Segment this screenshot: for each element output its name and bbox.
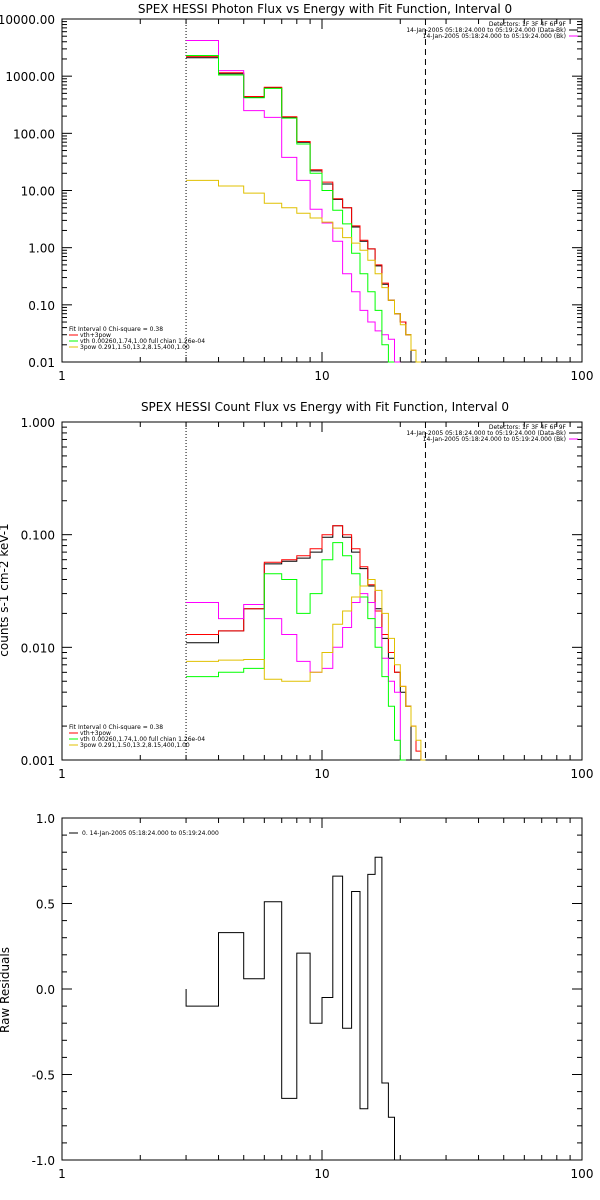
legend-entry: 3pow 0.291,1.50,13.2,8.15,400,1.00 — [80, 344, 190, 351]
series-red — [186, 56, 421, 363]
x-tick-label: 10 — [314, 1167, 329, 1181]
legend-entry: Fit Interval 0 Chi-square = 0.38 — [69, 326, 163, 333]
series-magenta — [186, 40, 401, 363]
series-green — [186, 542, 406, 761]
y-tick-label: 0.010 — [21, 641, 55, 655]
series-black — [186, 525, 412, 760]
y-tick-label: 10000.00 — [0, 13, 55, 27]
y-tick-label: 1000.00 — [5, 70, 55, 84]
series-black — [186, 57, 412, 362]
x-tick-label: 100 — [571, 1167, 594, 1181]
x-tick-label: 1 — [58, 369, 66, 383]
photon-flux-panel: SPEX HESSI Photon Flux vs Energy with Fi… — [0, 2, 593, 383]
x-tick-label: 100 — [571, 369, 594, 383]
y-tick-label: 0.01 — [28, 356, 55, 370]
series-yellow — [186, 579, 426, 761]
series-red — [186, 525, 422, 760]
y-tick-label: 0.0 — [36, 983, 55, 997]
series-yellow — [186, 179, 421, 363]
residuals-panel: Raw Residuals 1 10 100 -1.0 -0.5 0.0 0.5 1.0 0. … — [0, 812, 593, 1181]
plot-frame — [61, 817, 583, 1161]
y-tick-label: -0.5 — [32, 1069, 55, 1083]
y-tick-label: 0.001 — [21, 754, 55, 768]
info-line: Detectors: 1F 3F 4F 6F 9F — [489, 21, 567, 28]
info-line: Detectors: 1F 3F 4F 6F 9F — [489, 424, 567, 431]
legend-entry: vth+3pow — [80, 332, 111, 339]
info-line: 14-Jan-2005 05:18:24.000 to 05:19:24.000… — [406, 430, 566, 437]
x-tick-label: 1 — [58, 1167, 66, 1181]
residuals-y-label: Raw Residuals — [0, 947, 12, 1033]
photon-flux-title: SPEX HESSI Photon Flux vs Energy with Fi… — [138, 2, 512, 16]
count-flux-panel: SPEX HESSI Count Flux vs Energy with Fit… — [0, 400, 593, 781]
legend-entry: vth 0.00260,1.74,1.00 full chian 1.26e-0… — [80, 338, 205, 345]
x-tick-label: 100 — [571, 767, 594, 781]
y-tick-label: 0.10 — [28, 299, 55, 313]
y-tick-label: 1.0 — [36, 812, 55, 826]
legend-entry: Fit Interval 0 Chi-square = 0.38 — [69, 724, 163, 731]
legend-entry: vth+3pow — [80, 730, 111, 737]
series-green — [186, 55, 395, 363]
y-tick-label: 1.00 — [28, 242, 55, 256]
count-flux-y-label: counts s-1 cm-2 keV-1 — [0, 523, 11, 656]
x-tick-label: 1 — [58, 767, 66, 781]
x-tick-label: 10 — [314, 369, 329, 383]
info-line: 14-Jan-2005 05:18:24.000 to 05:19:24.000… — [423, 33, 566, 40]
y-tick-label: 0.100 — [21, 529, 55, 543]
legend-entry: 3pow 0.291,1.50,13.2,8.15,400,1.00 — [80, 742, 190, 749]
y-tick-label: 0.5 — [36, 898, 55, 912]
info-line: 14-Jan-2005 05:18:24.000 to 05:19:24.000… — [406, 27, 566, 34]
info-line: 14-Jan-2005 05:18:24.000 to 05:19:24.000… — [423, 436, 566, 443]
series-black — [185, 856, 395, 1160]
legend-entry: vth 0.00260,1.74,1.00 full chian 1.26e-0… — [80, 736, 205, 743]
y-tick-label: -1.0 — [32, 1154, 55, 1168]
count-flux-title: SPEX HESSI Count Flux vs Energy with Fit… — [141, 400, 509, 414]
legend-entry: 0. 14-Jan-2005 05:18:24.000 to 05:19:24.… — [82, 830, 219, 837]
x-tick-label: 10 — [314, 767, 329, 781]
y-tick-label: 100.00 — [13, 127, 55, 141]
y-tick-label: 10.00 — [21, 185, 55, 199]
y-tick-label: 1.000 — [21, 416, 55, 430]
